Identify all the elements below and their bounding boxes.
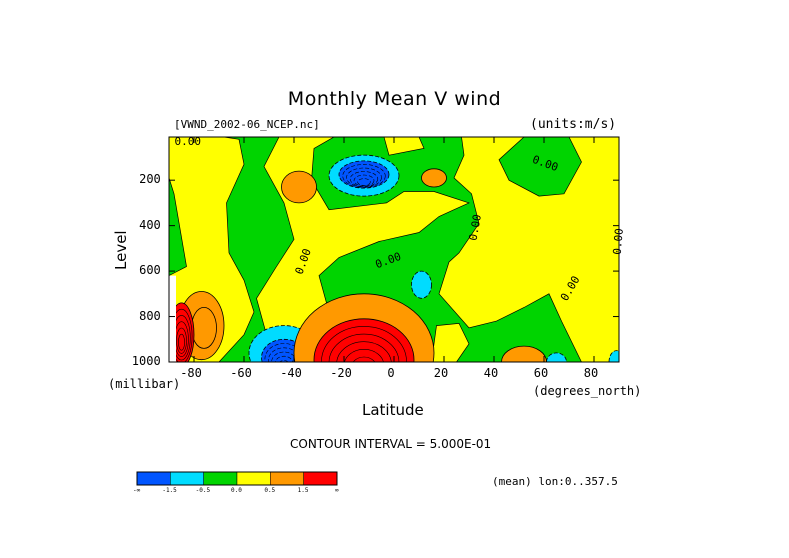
contour-feature-13 xyxy=(501,345,547,362)
negative-region-right xyxy=(498,137,582,197)
x-tick-label: -80 xyxy=(180,366,202,380)
x-axis-title: Latitude xyxy=(362,401,424,419)
colorbar-swatch xyxy=(136,471,171,486)
contour-line xyxy=(176,327,187,354)
y-axis-title: Level xyxy=(112,230,130,270)
colorbar-frame xyxy=(136,471,338,486)
colorbar-swatch xyxy=(236,471,271,486)
colorbar-label: -1.5 xyxy=(162,487,177,494)
colorbar-label: 0.5 xyxy=(264,487,276,494)
colorbar-swatch xyxy=(203,471,238,486)
colorbar xyxy=(136,471,338,486)
colorbar-swatch xyxy=(170,471,204,486)
colorbar-label: ∞ xyxy=(335,487,339,494)
contour-line xyxy=(336,341,392,362)
y-tick-label: 200 xyxy=(139,172,161,187)
contour-line xyxy=(178,333,185,351)
contour-line xyxy=(346,167,382,188)
colorbar-label: 1.5 xyxy=(297,487,309,494)
contour-line xyxy=(357,178,371,186)
contour-line xyxy=(328,333,400,362)
contour-feature-15 xyxy=(608,350,619,362)
x-axis-units: (degrees_north) xyxy=(533,384,642,398)
y-axis-units: (millibar) xyxy=(108,377,181,391)
dataset-label: [VWND_2002-06_NCEP.nc] xyxy=(174,118,320,131)
colorbar-label: 0.0 xyxy=(231,487,242,494)
y-tick-label: 400 xyxy=(139,217,161,232)
contour-feature-4 xyxy=(281,170,317,204)
contour-interval-label: CONTOUR INTERVAL = 5.000E-01 xyxy=(290,437,492,451)
positive-region-4 xyxy=(438,137,619,362)
contour-feature-2 xyxy=(191,306,217,349)
contour-line xyxy=(353,174,375,187)
contour-line xyxy=(321,326,407,362)
chart-title: Monthly Mean V wind xyxy=(287,88,502,110)
colorbar-swatch xyxy=(303,471,338,486)
x-tick-label: 80 xyxy=(583,366,599,380)
x-tick-label: 20 xyxy=(433,366,449,380)
x-tick-label: 0 xyxy=(387,366,395,380)
contour-label: 0.00 xyxy=(610,227,626,255)
x-tick-label: -40 xyxy=(280,366,302,380)
axis-ticks xyxy=(169,137,619,363)
missing-data xyxy=(169,275,176,362)
colorbar-label: -0.5 xyxy=(195,487,211,494)
contour-line xyxy=(342,164,386,188)
colorbar-label: -∞ xyxy=(133,487,141,494)
contour-line xyxy=(274,355,294,362)
contour-line xyxy=(352,356,376,362)
y-tick-label: 800 xyxy=(139,308,161,323)
x-tick-label: -60 xyxy=(230,366,252,380)
x-tick-label: 60 xyxy=(533,366,549,380)
units-label: (units:m/s) xyxy=(530,117,617,132)
footer-label: (mean) lon:0..357.5 xyxy=(492,475,618,488)
contour-feature-12 xyxy=(313,318,415,362)
y-tick-label: 600 xyxy=(139,263,161,278)
contour-label: 0.00 xyxy=(174,134,202,148)
contour-feature-8 xyxy=(411,270,432,299)
contour-feature-6 xyxy=(338,160,390,189)
contour-line xyxy=(349,171,379,187)
contour-feature-7 xyxy=(421,168,447,188)
contour-line xyxy=(344,349,384,362)
colorbar-swatch xyxy=(270,471,304,486)
y-tick-label: 1000 xyxy=(131,354,161,368)
contour-lines xyxy=(169,154,619,362)
x-tick-label: 40 xyxy=(483,366,499,380)
x-tick-label: -20 xyxy=(330,366,352,380)
